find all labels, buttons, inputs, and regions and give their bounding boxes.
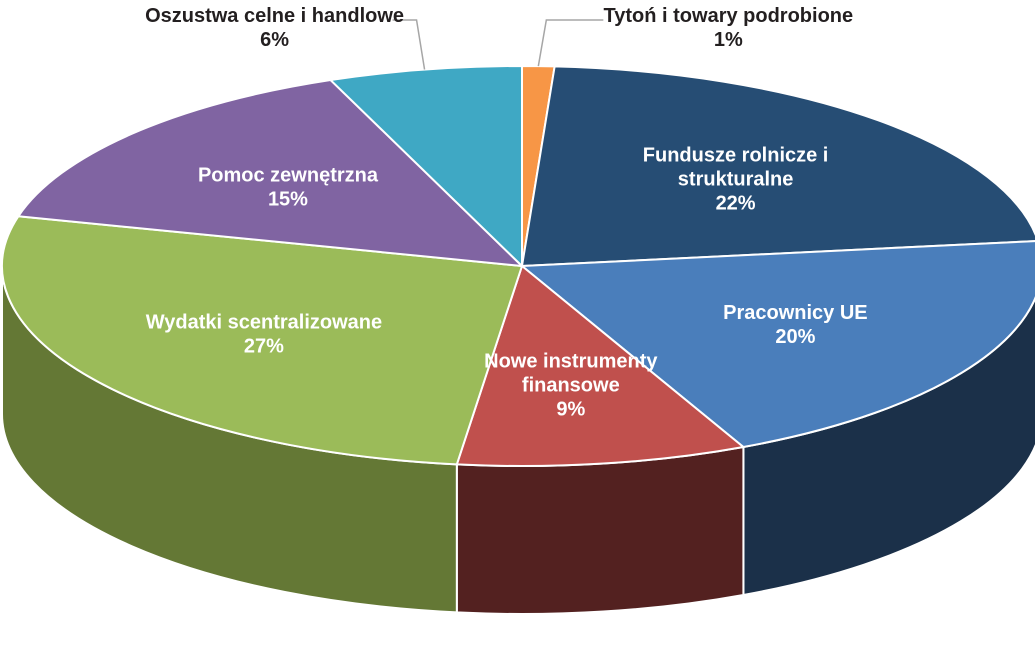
slice-pracownicy-ue <box>521 240 1035 448</box>
slice-name-label: Oszustwa celne i handlowe <box>145 5 404 27</box>
slice-label-tyton-i-towary-podrobione: Tytoń i towary podrobione 1% <box>604 5 854 51</box>
slice-label-pracownicy-ue: Pracownicy UE 20% <box>723 302 868 348</box>
slice-value-label: 9% <box>556 399 585 421</box>
slice-fundusze-rolnicze-i-strukturalne <box>521 65 1035 267</box>
leader-lines <box>392 19 604 70</box>
slice-name-label: finansowe <box>522 375 620 397</box>
slice-name-label: Tytoń i towary podrobione <box>604 5 854 27</box>
slice-name-label: Pomoc zewnętrzna <box>198 165 379 187</box>
slice-name-label: strukturalne <box>678 169 794 191</box>
slice-wydatki-scentralizowane <box>1 215 523 466</box>
slice-label-pomoc-zewnetrzna: Pomoc zewnętrzna 15% <box>198 165 379 211</box>
slice-value-label: 22% <box>716 193 756 215</box>
slice-value-label: 15% <box>268 189 308 211</box>
slice-value-label: 1% <box>714 29 743 51</box>
slice-side-nowe-instrumenty-finansowe <box>455 445 745 615</box>
slice-value-label: 27% <box>244 335 284 357</box>
leader-line-oszustwa-celne-i-handlowe <box>392 19 426 70</box>
slice-label-fundusze-rolnicze-i-strukturalne: Fundusze rolnicze i strukturalne 22% <box>643 145 829 215</box>
slice-oszustwa-celne-i-handlowe <box>329 65 523 267</box>
slice-name-label: Wydatki scentralizowane <box>146 311 382 333</box>
slice-nowe-instrumenty-finansowe <box>455 265 745 467</box>
slice-name-label: Fundusze rolnicze i <box>643 145 829 167</box>
slice-value-label: 20% <box>775 326 815 348</box>
slice-label-nowe-instrumenty-finansowe: Nowe instrumenty finansowe 9% <box>484 351 658 421</box>
pie-tops <box>1 65 1035 467</box>
slice-label-oszustwa-celne-i-handlowe: Oszustwa celne i handlowe 6% <box>145 5 404 51</box>
slice-label-wydatki-scentralizowane: Wydatki scentralizowane 27% <box>146 311 382 357</box>
leader-line-tyton-i-towary-podrobione <box>537 19 604 67</box>
slice-name-label: Pracownicy UE <box>723 302 868 324</box>
slice-name-label: Nowe instrumenty <box>484 351 658 373</box>
slice-value-label: 6% <box>260 29 289 51</box>
slice-pomoc-zewnetrzna <box>17 79 523 267</box>
slice-labels: Tytoń i towary podrobione 1% Fundusze roln… <box>145 5 868 421</box>
